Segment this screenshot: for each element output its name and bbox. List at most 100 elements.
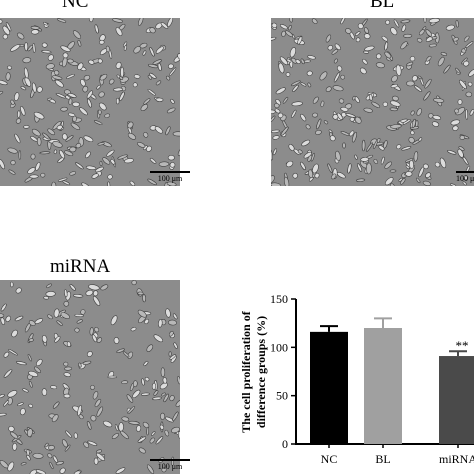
cell	[450, 119, 461, 126]
cell	[390, 27, 398, 36]
cell	[155, 46, 164, 54]
cell	[147, 89, 156, 96]
cell	[11, 329, 18, 338]
panel-label-mirna: miRNA	[50, 256, 111, 277]
x-tick-label: BL	[375, 452, 390, 466]
cell	[300, 161, 306, 171]
cell	[347, 163, 352, 174]
cell	[138, 18, 144, 26]
cell	[285, 30, 294, 38]
cell	[107, 375, 117, 379]
cell	[28, 380, 33, 388]
cell	[329, 135, 336, 142]
cell	[106, 149, 115, 157]
cell	[2, 34, 8, 40]
cell	[55, 93, 67, 99]
cell	[271, 129, 280, 133]
cell	[457, 148, 464, 158]
cell	[127, 406, 136, 414]
cell	[0, 313, 5, 318]
cell	[47, 453, 53, 459]
scale-bar-mirna: 100 μm	[150, 459, 190, 475]
cell	[334, 43, 341, 51]
cell	[10, 281, 14, 288]
cell	[406, 61, 414, 67]
cell	[133, 74, 141, 79]
cell	[311, 18, 318, 24]
cell	[297, 149, 303, 154]
cell	[357, 163, 363, 172]
cell	[364, 45, 375, 52]
cell	[418, 137, 423, 142]
cell	[425, 55, 432, 62]
cell	[53, 70, 60, 76]
cell	[369, 93, 373, 101]
cell	[291, 57, 298, 64]
cell	[92, 334, 97, 343]
cell	[455, 107, 466, 116]
cell	[30, 136, 38, 142]
cell	[164, 416, 174, 423]
cell	[428, 113, 434, 119]
cell	[378, 145, 385, 151]
cell	[49, 461, 54, 470]
cell	[77, 40, 82, 47]
cell	[120, 430, 129, 440]
cell	[33, 111, 45, 120]
cell	[132, 380, 138, 388]
cell	[86, 351, 93, 357]
cell	[433, 97, 445, 103]
cell	[99, 73, 108, 81]
cell	[319, 71, 328, 81]
cell	[142, 294, 146, 303]
cell	[87, 98, 92, 108]
cell	[48, 445, 55, 451]
cell	[20, 86, 27, 91]
cell	[92, 391, 99, 400]
cell	[327, 44, 334, 51]
cell	[133, 46, 142, 54]
cell	[300, 58, 305, 65]
cell	[271, 22, 278, 28]
cell	[14, 92, 20, 102]
cell	[97, 109, 102, 115]
cell	[0, 393, 5, 399]
cell	[17, 110, 21, 118]
cell	[172, 131, 180, 137]
cell	[107, 181, 111, 186]
cell	[297, 36, 303, 45]
cell	[166, 107, 176, 114]
cell	[22, 388, 29, 393]
cell	[459, 79, 467, 90]
cell	[354, 31, 361, 36]
cell	[29, 174, 39, 179]
cell	[107, 174, 113, 180]
cell	[0, 317, 6, 325]
cell	[85, 289, 94, 296]
cell	[162, 377, 168, 384]
cell	[272, 148, 277, 156]
cell	[381, 35, 388, 42]
cell	[463, 35, 470, 42]
cell	[82, 85, 89, 93]
cell	[336, 112, 343, 120]
cell	[395, 64, 402, 77]
cell	[63, 393, 71, 399]
cell	[281, 30, 286, 37]
cell	[312, 112, 318, 118]
cell	[423, 18, 427, 23]
cell	[93, 457, 99, 465]
cell	[104, 113, 111, 118]
cell	[130, 327, 137, 332]
cell	[62, 133, 68, 141]
cell	[160, 22, 169, 29]
cell	[291, 101, 303, 107]
cell	[0, 303, 7, 312]
cell	[20, 462, 27, 466]
cell	[327, 163, 333, 174]
scale-bar-line	[150, 171, 190, 173]
significance-label: **	[456, 338, 469, 353]
cell	[141, 378, 145, 386]
cell	[465, 91, 473, 98]
cell	[144, 377, 150, 382]
